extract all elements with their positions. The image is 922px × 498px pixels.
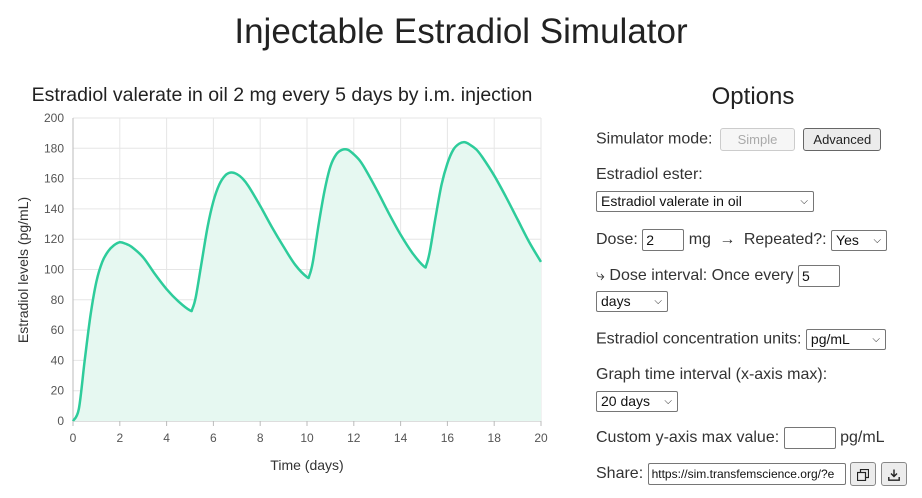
arrow-icon: → bbox=[719, 231, 736, 249]
units-row: Estradiol concentration units: pg/mL ⌵ bbox=[596, 329, 886, 350]
y-tick-label: 160 bbox=[44, 172, 64, 186]
x-tick-label: 14 bbox=[394, 431, 408, 445]
advanced-mode-button[interactable]: Advanced bbox=[803, 128, 882, 151]
ymax-label: Custom y-axis max value: bbox=[596, 429, 780, 447]
share-label: Share: bbox=[596, 465, 644, 483]
share-row: Share: https://sim.transfemscience.org/?… bbox=[596, 462, 907, 486]
y-tick-label: 20 bbox=[51, 384, 65, 398]
chevron-down-icon: ⌵ bbox=[873, 234, 882, 246]
y-tick-label: 140 bbox=[44, 202, 64, 216]
interval-unit-select[interactable]: days ⌵ bbox=[596, 291, 668, 312]
y-tick-label: 200 bbox=[44, 111, 64, 125]
ymax-input[interactable] bbox=[783, 427, 836, 449]
x-tick-label: 18 bbox=[488, 431, 502, 445]
chart-area-layer bbox=[71, 140, 543, 422]
simulator-mode-row: Simulator mode: Simple Advanced bbox=[596, 128, 882, 151]
series-line bbox=[71, 140, 543, 422]
copy-button[interactable] bbox=[850, 462, 877, 486]
graph-interval-select[interactable]: 20 days ⌵ bbox=[596, 391, 678, 412]
x-tick-label: 20 bbox=[534, 431, 548, 445]
x-tick-label: 10 bbox=[300, 431, 314, 445]
y-tick-label: 180 bbox=[44, 141, 64, 155]
y-tick-label: 100 bbox=[44, 263, 64, 277]
x-tick-label: 8 bbox=[257, 431, 264, 445]
x-tick-label: 0 bbox=[70, 431, 77, 445]
interval-unit-row: days ⌵ bbox=[596, 291, 668, 312]
page-title: Injectable Estradiol Simulator bbox=[234, 12, 688, 51]
chevron-down-icon: ⌵ bbox=[664, 396, 672, 407]
repeated-select-value: Yes bbox=[836, 231, 859, 248]
graph-interval-label: Graph time interval (x-axis max): bbox=[596, 366, 828, 383]
y-tick-label: 0 bbox=[57, 414, 64, 428]
units-select-value: pg/mL bbox=[810, 331, 850, 347]
repeated-label: Repeated?: bbox=[743, 231, 827, 249]
dose-row: Dose: 2 mg → Repeated?: Yes ⌵ bbox=[596, 229, 888, 251]
x-tick-label: 16 bbox=[441, 431, 455, 445]
units-select[interactable]: pg/mL ⌵ bbox=[805, 329, 886, 350]
y-tick-label: 120 bbox=[44, 232, 64, 246]
dose-input[interactable]: 2 bbox=[642, 229, 685, 251]
y-axis-label: Estradiol levels (pg/mL) bbox=[15, 197, 31, 343]
graph-interval-row: 20 days ⌵ bbox=[596, 391, 678, 412]
ester-select[interactable]: Estradiol valerate in oil ⌵ bbox=[596, 191, 814, 212]
simulator-mode-label: Simulator mode: bbox=[596, 130, 713, 148]
chevron-down-icon: ⌵ bbox=[800, 196, 808, 207]
chart-title: Estradiol valerate in oil 2 mg every 5 d… bbox=[31, 84, 533, 106]
x-tick-label: 6 bbox=[210, 431, 217, 445]
estradiol-chart: 0 20 40 60 80 100 120 140 160 180 200 0 2 4 6 8 10 12 14 16… bbox=[15, 111, 548, 473]
copy-icon bbox=[856, 468, 870, 481]
y-tick-label: 60 bbox=[51, 323, 65, 337]
x-tick-label: 12 bbox=[347, 431, 361, 445]
interval-label: ⤷ Dose interval: Once every bbox=[596, 267, 794, 285]
ester-select-row: Estradiol valerate in oil ⌵ bbox=[596, 191, 814, 212]
chart-ticks: 0 20 40 60 80 100 120 140 160 180 200 0 2 4 6 8 10 12 14 16… bbox=[44, 111, 548, 445]
y-tick-label: 80 bbox=[51, 293, 65, 307]
share-url-input[interactable]: https://sim.transfemscience.org/?e bbox=[647, 463, 846, 485]
y-tick-label: 40 bbox=[51, 353, 65, 367]
chevron-down-icon: ⌵ bbox=[872, 334, 880, 345]
x-tick-label: 4 bbox=[163, 431, 170, 445]
repeated-select[interactable]: Yes ⌵ bbox=[831, 229, 888, 251]
ester-select-value: Estradiol valerate in oil bbox=[601, 193, 742, 209]
ester-label: Estradiol ester: bbox=[596, 166, 703, 183]
dose-unit: mg bbox=[688, 231, 711, 249]
series-area-fill bbox=[73, 142, 541, 421]
options-title: Options bbox=[711, 83, 795, 110]
download-icon bbox=[887, 469, 900, 481]
x-tick-label: 2 bbox=[116, 431, 123, 445]
download-button[interactable] bbox=[880, 462, 907, 486]
chevron-down-icon: ⌵ bbox=[654, 296, 662, 307]
ymax-row: Custom y-axis max value: pg/mL bbox=[596, 427, 885, 449]
ymax-unit: pg/mL bbox=[840, 429, 885, 447]
interval-row: ⤷ Dose interval: Once every 5 bbox=[596, 265, 840, 287]
graph-interval-value: 20 days bbox=[601, 393, 651, 409]
simple-mode-button[interactable]: Simple bbox=[719, 128, 795, 151]
x-axis-label: Time (days) bbox=[270, 457, 343, 473]
interval-unit-value: days bbox=[601, 293, 631, 309]
interval-input[interactable]: 5 bbox=[797, 265, 840, 287]
units-label: Estradiol concentration units: bbox=[596, 330, 802, 348]
dose-label: Dose: bbox=[596, 231, 638, 249]
